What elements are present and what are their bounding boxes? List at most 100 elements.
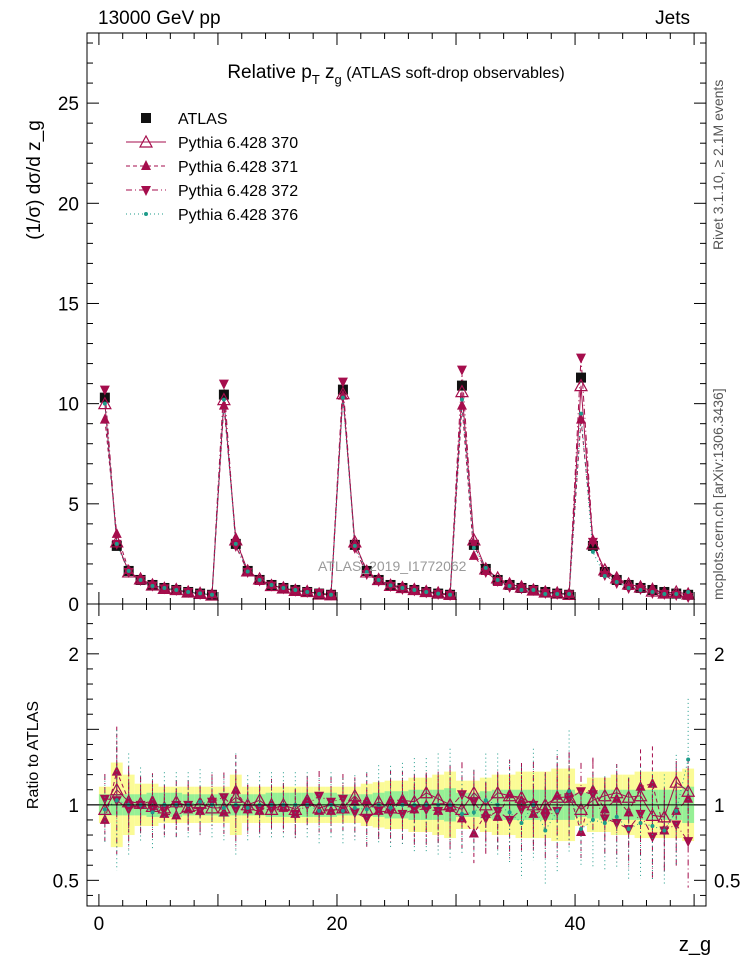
legend-marker	[144, 212, 148, 216]
main-atlas-data-point	[337, 384, 348, 395]
main-mc-point-3	[456, 365, 467, 376]
ratio-mc-point-3	[349, 808, 360, 819]
main-mc-point-4	[269, 582, 274, 587]
ratio-y-tick-label-right: 2	[714, 645, 725, 666]
ratio-mc-point-4	[579, 826, 584, 831]
ratio-mc-point-3	[314, 791, 325, 802]
ratio-mc-point-4	[543, 828, 548, 833]
main-mc-point-3	[468, 539, 479, 550]
legend-marker	[138, 134, 154, 148]
x-tick-label: 40	[564, 914, 585, 935]
main-mc-point-1	[573, 378, 589, 392]
main-mc-point-4	[138, 577, 143, 582]
legend-marker	[141, 186, 151, 196]
legend-label: Pythia 6.428 370	[178, 135, 298, 152]
ratio-mc-point-4	[352, 805, 357, 810]
main-mc-point-4	[364, 569, 369, 574]
main-mc-point-3	[647, 588, 658, 599]
axis-ticks: 0 5 10 15 20 25 0 20 40 0.5 0.5 1 1 2 2	[53, 33, 740, 935]
main-mc-point-2	[218, 399, 229, 410]
ratio-mc-point-3	[326, 797, 337, 808]
ratio-mc-point-3	[147, 805, 158, 816]
main-mc-point-4	[281, 585, 286, 590]
ratio-mc-point-2	[337, 803, 348, 814]
ratio-mc-point-3	[242, 805, 253, 816]
ratio-mc-point-3	[159, 805, 170, 816]
main-mc-point-4	[614, 579, 619, 584]
main-title-sub-t: T	[312, 72, 320, 87]
ratio-mc-point-4	[198, 799, 203, 804]
main-y-tick-label: 20	[58, 194, 79, 215]
main-mc-point-3	[576, 353, 587, 364]
ratio-mc-point-4	[567, 789, 572, 794]
ratio-mc-point-3	[337, 794, 348, 805]
main-mc-point-4	[209, 592, 214, 597]
main-mc-point-1	[454, 384, 469, 398]
main-mc-point-1	[97, 396, 112, 410]
ratio-mc-point-2	[326, 804, 337, 815]
side-label-mcplots: mcplots.cern.ch [arXiv:1306.3436]	[710, 388, 726, 600]
main-mc-point-3	[361, 569, 372, 580]
ratio-plot-frame	[86, 603, 707, 907]
main-mc-point-3	[504, 582, 515, 593]
ratio-y-tick-label-right: 1	[714, 796, 725, 817]
main-mc-point-4	[317, 591, 322, 596]
ratio-mc-point-4	[221, 805, 226, 810]
ratio-mc-point-4	[317, 808, 322, 813]
main-mc-point-4	[162, 585, 167, 590]
ratio-mc-point-3	[373, 806, 384, 817]
main-title-part-b: z	[320, 62, 335, 83]
ratio-mc-point-4	[340, 808, 345, 813]
legend-label: Pythia 6.428 372	[178, 183, 298, 200]
main-mc-point-3	[492, 576, 503, 587]
ratio-mc-point-4	[638, 820, 643, 825]
main-mc-point-4	[114, 541, 119, 546]
main-mc-point-4	[352, 543, 357, 548]
main-y-tick-label: 5	[68, 495, 79, 516]
ratio-mc-point-1	[359, 802, 374, 815]
ratio-mc-point-3	[99, 794, 110, 805]
main-mc-point-4	[483, 565, 488, 570]
header-right-label: Jets	[655, 8, 690, 29]
ratio-mc-point-4	[626, 826, 631, 831]
main-mc-point-3	[230, 541, 241, 552]
main-y-tick-label: 25	[58, 94, 79, 115]
main-title-sub-g: g	[335, 72, 342, 87]
main-mc-point-4	[340, 395, 345, 400]
ratio-mc-point-4	[590, 817, 595, 822]
main-mc-point-3	[373, 576, 384, 587]
analysis-watermark: ATLAS_2019_I1772062	[318, 558, 467, 574]
ratio-mc-point-3	[587, 790, 598, 801]
ratio-y-tick-label: 0.5	[53, 871, 79, 892]
legend: ATLAS Pythia 6.428 370 Pythia 6.428 371 Pyt…	[126, 111, 298, 224]
ratio-mc-point-4	[555, 808, 560, 813]
main-mc-point-4	[686, 589, 691, 594]
ratio-mc-point-4	[459, 811, 464, 816]
main-mc-point-4	[245, 569, 250, 574]
main-title: Relative pT zg (ATLAS soft-drop observab…	[227, 62, 564, 87]
ratio-mc-point-4	[674, 808, 679, 813]
ratio-mc-point-4	[114, 798, 119, 803]
main-mc-point-4	[150, 583, 155, 588]
ratio-mc-point-3	[290, 809, 301, 820]
ratio-mc-point-3	[480, 814, 491, 825]
main-mc-point-4	[507, 583, 512, 588]
ratio-mc-point-3	[456, 790, 467, 801]
ratio-mc-point-2	[171, 809, 182, 820]
main-mc-point-1	[312, 586, 327, 600]
main-mc-point-4	[602, 573, 607, 578]
main-title-part-a: Relative p	[227, 62, 312, 83]
main-mc-point-2	[99, 413, 110, 424]
main-title-part-c: (ATLAS soft-drop observables)	[342, 65, 565, 82]
main-y-tick-label: 15	[58, 294, 79, 315]
ratio-mc-point-4	[388, 805, 393, 810]
main-y-tick-label: 10	[58, 395, 79, 416]
main-mc-point-4	[495, 577, 500, 582]
main-mc-point-4	[329, 592, 334, 597]
ratio-mc-point-3	[218, 793, 229, 804]
ratio-mc-point-3	[611, 818, 622, 829]
ratio-mc-point-2	[540, 803, 551, 814]
ratio-mc-point-3	[564, 794, 575, 805]
x-tick-label: 0	[94, 914, 105, 935]
main-mc-point-2	[111, 527, 122, 538]
